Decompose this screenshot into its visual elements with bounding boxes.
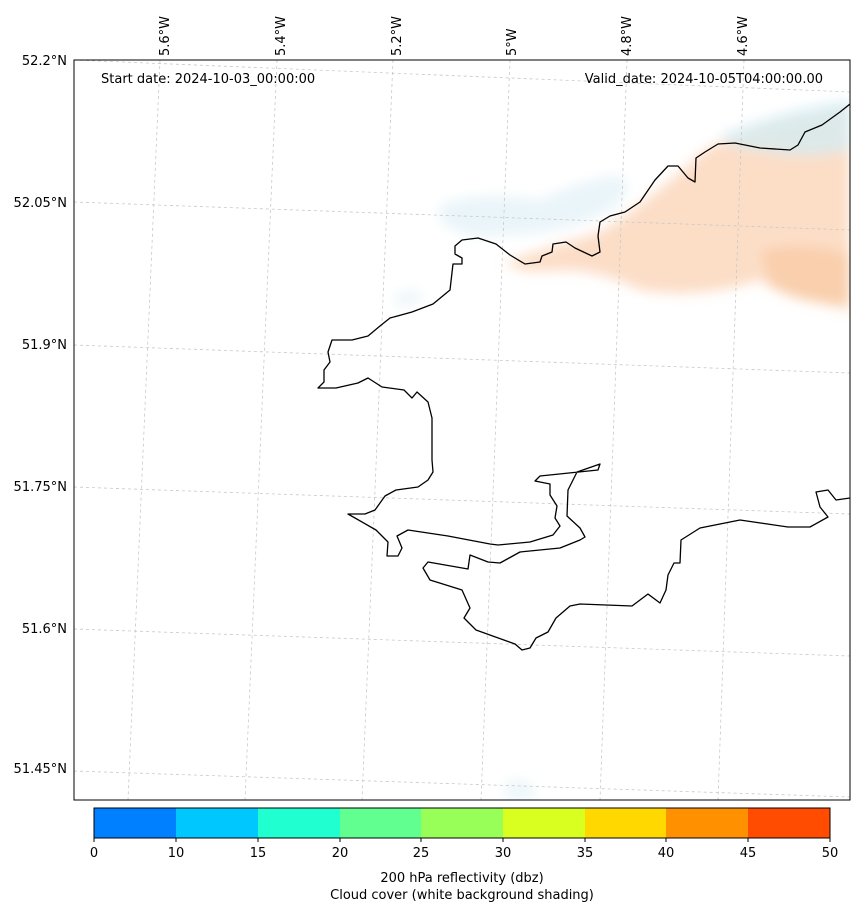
lon-label: 5.4°W: [274, 16, 289, 56]
latitude-labels: 52.2°N 52.05°N 51.9°N 51.75°N 51.6°N 51.…: [14, 54, 67, 777]
colorbar-segment: [585, 808, 666, 838]
lat-label: 52.2°N: [22, 54, 67, 69]
colorbar-tick-label: 25: [412, 846, 430, 861]
valid-date-label: Valid_date: 2024-10-05T04:00:00.00: [585, 72, 823, 87]
colorbar-tick-label: 20: [331, 846, 349, 861]
colorbar-tick-label: 0: [89, 846, 99, 861]
cloud-shading: [395, 100, 850, 800]
colorbar-tick-label: 10: [167, 846, 185, 861]
colorbar: [93, 807, 831, 842]
longitude-labels: 5.6°W 5.4°W 5.2°W 5°W 4.8°W 4.6°W: [158, 16, 751, 56]
lat-label: 51.75°N: [14, 480, 67, 495]
colorbar-tick-label: 40: [657, 846, 675, 861]
colorbar-tick-label: 45: [739, 846, 757, 861]
colorbar-segment: [503, 808, 585, 838]
colorbar-ticks: [93, 838, 831, 842]
colorbar-segment: [748, 808, 830, 838]
map-frame: [73, 59, 851, 801]
colorbar-label-line1: 200 hPa reflectivity (dbz): [380, 871, 544, 886]
colorbar-segment: [421, 808, 503, 838]
colorbar-segment: [176, 808, 258, 838]
lon-label: 5°W: [505, 28, 520, 56]
colorbar-frame: [93, 807, 831, 839]
colorbar-tick-label: 30: [494, 846, 512, 861]
lon-label: 5.2°W: [390, 16, 405, 56]
start-date-label: Start date: 2024-10-03_00:00:00: [101, 72, 315, 87]
colorbar-segment: [258, 808, 340, 838]
colorbar-tick-label: 15: [249, 846, 267, 861]
lon-label: 5.6°W: [158, 16, 173, 56]
coastline: [317, 103, 850, 651]
colorbar-segment: [94, 808, 176, 838]
colorbar-segment: [340, 808, 421, 838]
map-area: Start date: 2024-10-03_00:00:00 Valid_da…: [74, 60, 850, 800]
lat-label: 51.6°N: [22, 622, 67, 637]
colorbar-segment: [666, 808, 748, 838]
colorbar-label-line2: Cloud cover (white background shading): [330, 888, 594, 903]
lon-label: 4.6°W: [736, 16, 751, 56]
lat-label: 51.45°N: [14, 762, 67, 777]
lon-label: 4.8°W: [620, 16, 635, 56]
lat-label: 52.05°N: [14, 196, 67, 211]
colorbar-tick-label: 50: [821, 846, 839, 861]
colorbar-tick-label: 35: [576, 846, 594, 861]
lat-label: 51.9°N: [22, 338, 67, 353]
